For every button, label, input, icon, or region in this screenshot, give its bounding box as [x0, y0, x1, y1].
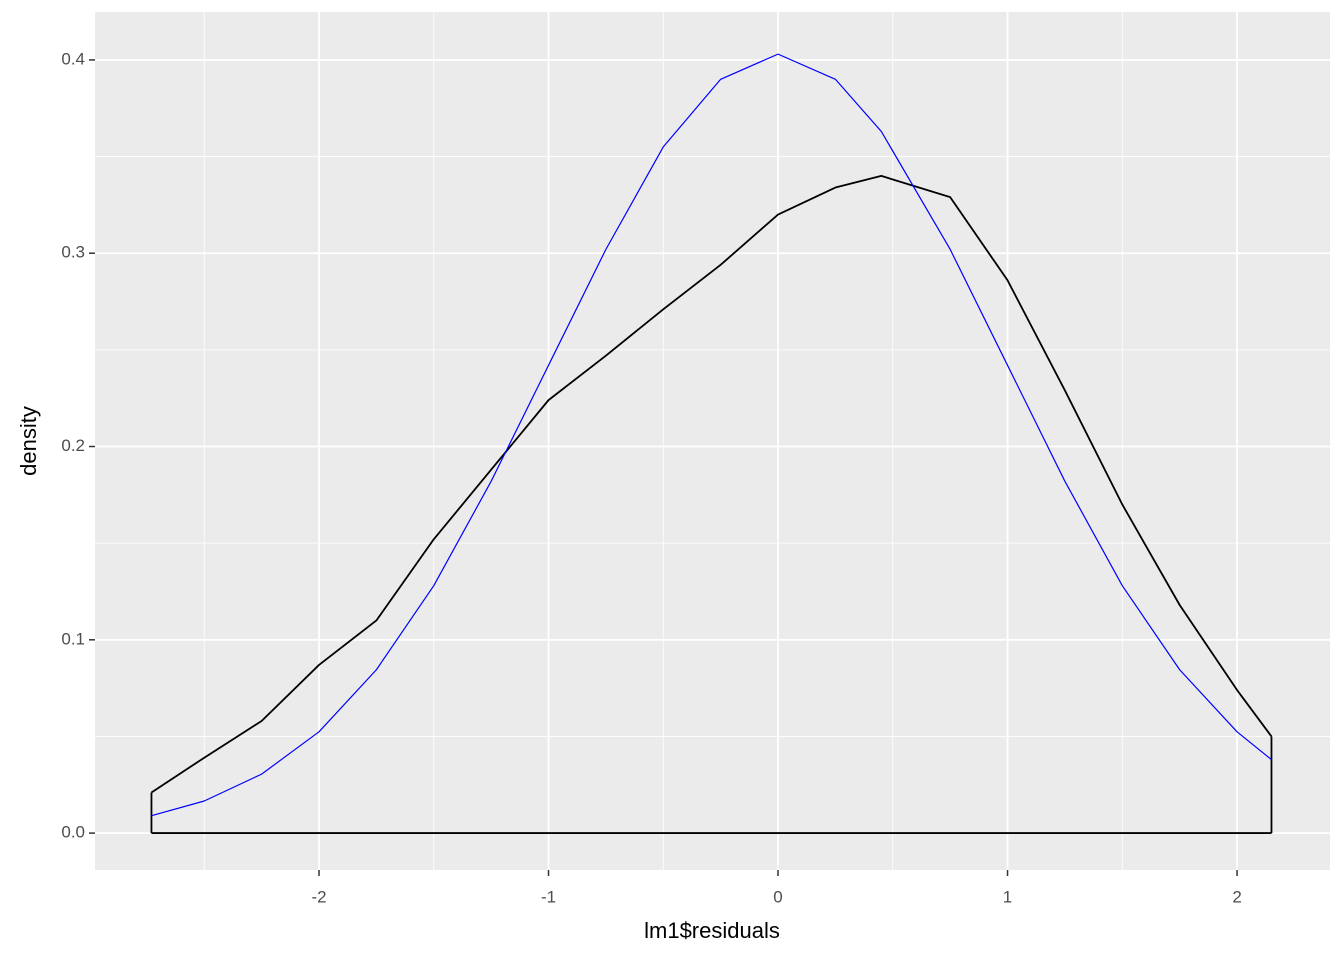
x-tick-label: 0 — [773, 887, 782, 906]
x-axis-title: lm1$residuals — [644, 918, 780, 943]
x-tick-label: -2 — [311, 887, 326, 906]
y-tick-label: 0.1 — [61, 629, 85, 648]
x-tick-label: -1 — [541, 887, 556, 906]
marks — [150, 53, 1273, 834]
normal-curve — [151, 53, 1272, 817]
x-tick-label: 1 — [1003, 887, 1012, 906]
y-tick-label: 0.4 — [61, 49, 85, 68]
density-curve — [150, 175, 1273, 794]
grid — [95, 12, 1330, 870]
y-tick-label: 0.3 — [61, 243, 85, 262]
y-tick-label: 0.0 — [61, 823, 85, 842]
x-tick-label: 2 — [1232, 887, 1241, 906]
panel — [95, 12, 1330, 870]
y-tick-label: 0.2 — [61, 436, 85, 455]
y-axis-title: density — [16, 406, 41, 476]
